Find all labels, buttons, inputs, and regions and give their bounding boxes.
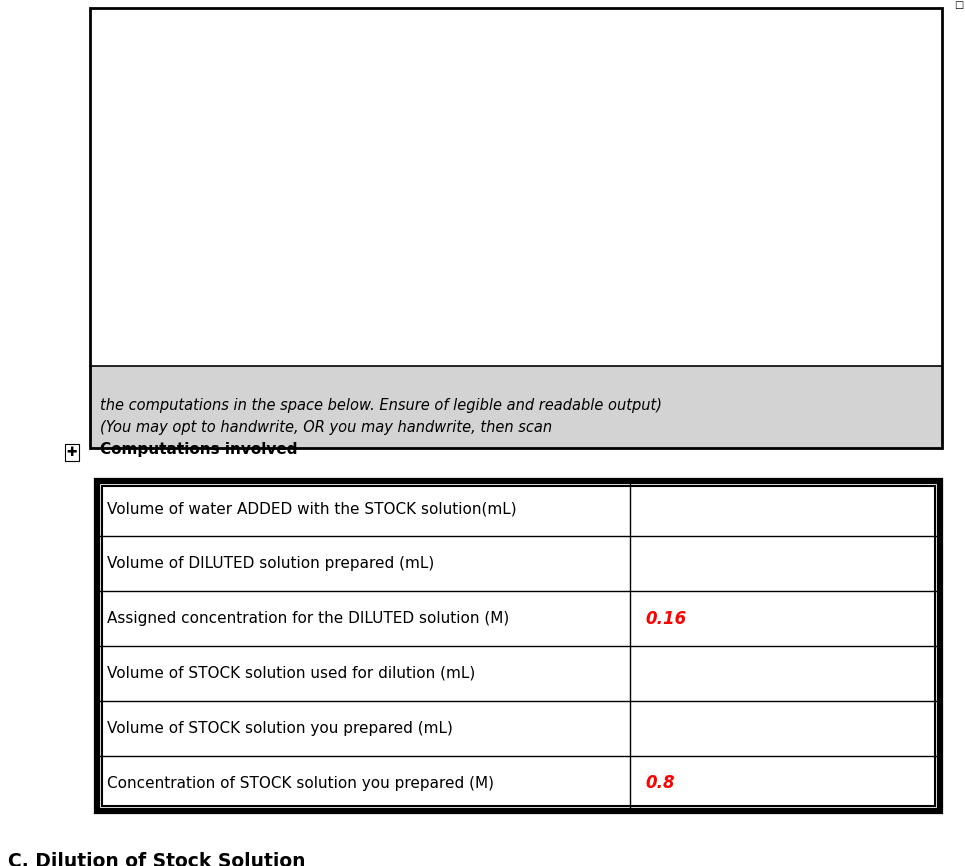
Bar <box>90 8 942 366</box>
Text: □: □ <box>954 0 963 10</box>
Text: C. Dilution of Stock Solution: C. Dilution of Stock Solution <box>8 852 306 866</box>
Bar <box>90 8 942 448</box>
Text: Assigned concentration for the DILUTED solution (M): Assigned concentration for the DILUTED s… <box>107 611 510 626</box>
Bar <box>97 481 940 811</box>
Text: Volume of STOCK solution you prepared (mL): Volume of STOCK solution you prepared (m… <box>107 721 453 736</box>
Text: Volume of DILUTED solution prepared (mL): Volume of DILUTED solution prepared (mL) <box>107 556 434 571</box>
Text: 0.8: 0.8 <box>645 774 675 792</box>
Text: 0.16: 0.16 <box>645 610 686 628</box>
Text: (You may opt to handwrite, OR you may handwrite, then scan: (You may opt to handwrite, OR you may ha… <box>100 420 552 435</box>
Text: Concentration of STOCK solution you prepared (M): Concentration of STOCK solution you prep… <box>107 776 494 791</box>
Text: Volume of STOCK solution used for dilution (mL): Volume of STOCK solution used for diluti… <box>107 666 475 681</box>
Text: the computations in the space below. Ensure of legible and readable output): the computations in the space below. Ens… <box>100 398 662 413</box>
Text: Volume of water ADDED with the STOCK solution(mL): Volume of water ADDED with the STOCK sol… <box>107 501 516 516</box>
Bar <box>102 486 935 806</box>
Text: Computations involved: Computations involved <box>100 442 297 457</box>
Text: ✚: ✚ <box>67 446 77 459</box>
Bar <box>90 366 942 448</box>
